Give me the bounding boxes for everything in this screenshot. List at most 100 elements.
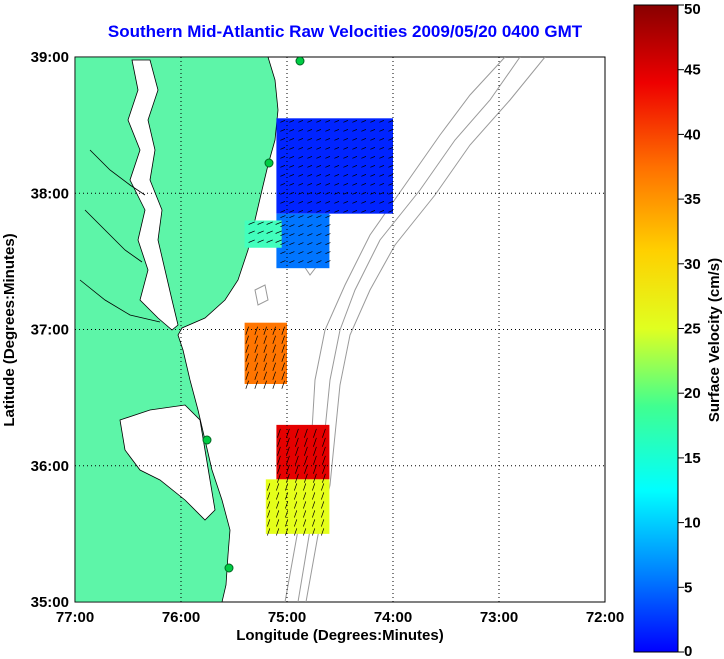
velocity-vector (343, 192, 349, 195)
velocity-vector (307, 138, 313, 141)
velocity-vector (281, 326, 285, 335)
velocity-vector (325, 201, 331, 204)
velocity-vector (388, 174, 394, 177)
velocity-vector (289, 260, 295, 264)
velocity-vector (298, 129, 304, 132)
velocity-vector (352, 147, 358, 150)
velocity-vector (322, 437, 326, 447)
velocity-vector (245, 326, 249, 335)
velocity-vector (312, 501, 316, 509)
velocity-vector (280, 251, 286, 255)
velocity-vector (316, 215, 322, 219)
velocity-vector (303, 519, 307, 527)
velocity-vector (370, 120, 376, 123)
velocity-vector (379, 201, 385, 204)
velocity-vector (379, 156, 385, 159)
velocity-vector (285, 483, 289, 491)
velocity-vector (276, 528, 280, 536)
velocity-vector (325, 138, 331, 141)
velocity-vector (313, 473, 317, 483)
velocity-vector (280, 233, 286, 237)
velocity-vector (280, 183, 286, 186)
radar-station-marker (224, 563, 234, 573)
velocity-vector (343, 165, 349, 168)
velocity-vector (289, 165, 295, 168)
velocity-vectors (245, 120, 394, 536)
velocity-vector (388, 156, 394, 159)
velocity-vector (276, 519, 280, 527)
y-tick-label: 36:00 (31, 458, 69, 475)
velocity-vector (254, 362, 258, 371)
velocity-vector (316, 183, 322, 186)
velocity-vector (280, 242, 286, 246)
velocity-vector (316, 210, 322, 213)
velocity-vector (277, 428, 281, 438)
velocity-vector (307, 147, 313, 150)
velocity-vector (352, 138, 358, 141)
velocity-vector (303, 501, 307, 509)
velocity-vector (325, 183, 331, 186)
colorbar-tick-label: 35 (684, 191, 701, 208)
velocity-vector (313, 437, 317, 447)
velocity-vector (245, 335, 249, 344)
velocity-vector (388, 210, 394, 213)
velocity-vector (280, 192, 286, 195)
velocity-vector (334, 174, 340, 177)
velocity-vector (313, 428, 317, 438)
velocity-vector (321, 510, 325, 518)
velocity-vector (379, 165, 385, 168)
y-axis-label: Latitude (Degrees:Minutes) (1, 233, 18, 426)
velocity-vector (388, 183, 394, 186)
velocity-vector (316, 129, 322, 132)
velocity-vector (322, 473, 326, 483)
velocity-vector (307, 183, 313, 186)
colorbar-tick-label: 10 (684, 515, 701, 532)
velocity-vector (245, 362, 249, 371)
velocity-vector (289, 242, 295, 246)
velocity-vector (361, 174, 367, 177)
radar-station-marker (295, 57, 305, 66)
velocity-vector (298, 201, 304, 204)
x-tick-label: 73:00 (480, 609, 518, 626)
velocity-vector (343, 210, 349, 213)
velocity-vector (370, 138, 376, 141)
velocity-vector (254, 353, 258, 362)
velocity-vector (352, 129, 358, 132)
velocity-vector (298, 138, 304, 141)
velocity-vector (343, 174, 349, 177)
velocity-vector (361, 129, 367, 132)
velocity-vector (379, 183, 385, 186)
velocity-vector (343, 183, 349, 186)
sound-pamlico (119, 404, 216, 521)
velocity-vector (263, 335, 267, 344)
velocity-vector (303, 510, 307, 518)
velocity-vector (298, 224, 304, 228)
velocity-vector (361, 147, 367, 150)
velocity-vector (370, 165, 376, 168)
velocity-vector (277, 464, 281, 474)
colorbar-tick-label: 30 (684, 256, 701, 273)
velocity-vector (263, 371, 267, 380)
velocity-vector (280, 120, 286, 123)
velocity-vector (321, 501, 325, 509)
velocity-vector (304, 473, 308, 483)
velocity-vector (352, 201, 358, 204)
velocity-vector (254, 344, 258, 353)
river-1 (89, 149, 146, 196)
velocity-vector (275, 239, 282, 243)
velocity-vector (361, 138, 367, 141)
x-tick-label: 75:00 (268, 609, 306, 626)
velocity-vector (313, 455, 317, 465)
velocity-vector (316, 138, 322, 141)
velocity-vector (316, 174, 322, 177)
velocity-vector (316, 224, 322, 228)
velocity-vector (312, 492, 316, 500)
velocity-vector (322, 455, 326, 465)
velocity-vector (322, 464, 326, 474)
velocity-vector (289, 120, 295, 123)
velocity-vector (289, 174, 295, 177)
velocity-vector (352, 120, 358, 123)
velocity-vector (294, 492, 298, 500)
